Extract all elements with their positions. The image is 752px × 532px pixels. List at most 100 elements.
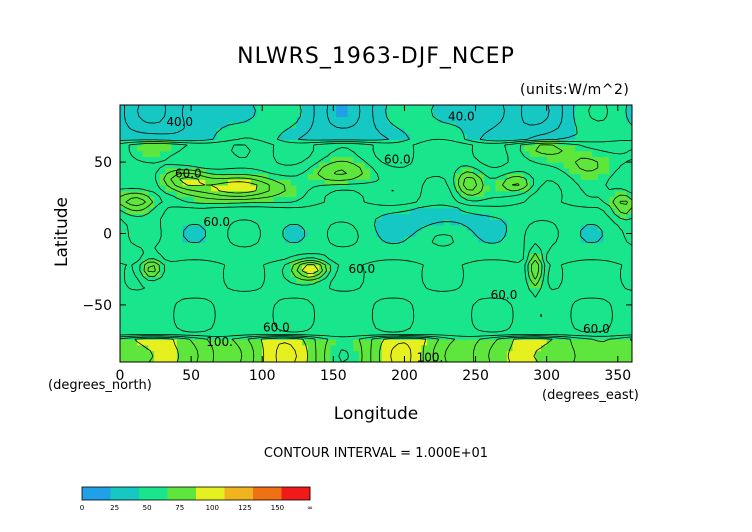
field-cell bbox=[205, 327, 212, 335]
field-cell bbox=[444, 122, 451, 129]
field-cell bbox=[626, 144, 632, 152]
field-cell bbox=[449, 173, 457, 180]
field-cell bbox=[324, 219, 332, 226]
field-cell bbox=[552, 139, 559, 146]
field-cell bbox=[461, 162, 468, 169]
field-cell bbox=[302, 299, 309, 306]
field-cell bbox=[171, 322, 178, 329]
field-cell bbox=[472, 282, 479, 289]
field-cell bbox=[563, 144, 571, 152]
field-cell bbox=[540, 339, 548, 346]
field-cell bbox=[540, 247, 548, 255]
field-cell bbox=[620, 184, 627, 192]
field-cell bbox=[495, 156, 502, 163]
field-cell bbox=[302, 122, 309, 129]
field-cell bbox=[449, 144, 457, 152]
field-cell bbox=[518, 356, 525, 362]
field-cell bbox=[330, 144, 337, 152]
field-cell bbox=[137, 310, 144, 317]
field-cell bbox=[154, 344, 161, 352]
field-cell bbox=[296, 287, 303, 295]
field-cell bbox=[461, 259, 468, 266]
field-cell bbox=[324, 133, 332, 140]
field-cell bbox=[336, 310, 343, 317]
field-cell bbox=[284, 202, 292, 209]
field-cell bbox=[438, 333, 445, 340]
field-cell bbox=[540, 116, 548, 123]
field-cell bbox=[319, 219, 326, 226]
field-cell bbox=[199, 299, 206, 306]
field-cell bbox=[552, 133, 559, 140]
field-cell bbox=[478, 213, 485, 220]
field-cell bbox=[495, 282, 502, 289]
field-cell bbox=[256, 202, 263, 209]
field-cell bbox=[404, 122, 411, 129]
field-cell bbox=[506, 144, 514, 152]
field-cell bbox=[558, 282, 565, 289]
field-cell bbox=[228, 276, 235, 283]
field-cell bbox=[347, 236, 354, 243]
field-cell bbox=[461, 293, 468, 300]
field-cell bbox=[336, 127, 343, 135]
field-cell bbox=[165, 219, 172, 226]
field-cell bbox=[239, 333, 246, 340]
field-cell bbox=[569, 242, 576, 249]
field-cell bbox=[142, 270, 150, 277]
field-cell bbox=[449, 322, 457, 329]
field-cell bbox=[165, 287, 172, 295]
field-cell bbox=[552, 242, 559, 249]
field-cell bbox=[506, 207, 514, 215]
field-cell bbox=[620, 173, 627, 180]
field-cell bbox=[506, 282, 514, 289]
field-cell bbox=[262, 287, 269, 295]
field-cell bbox=[552, 144, 559, 152]
field-cell bbox=[495, 287, 502, 295]
field-cell bbox=[188, 122, 195, 129]
field-cell bbox=[137, 196, 144, 203]
field-cell bbox=[444, 339, 451, 346]
field-cell bbox=[518, 339, 525, 346]
field-cell bbox=[228, 230, 235, 237]
field-cell bbox=[330, 327, 337, 335]
field-cell bbox=[245, 139, 252, 146]
field-cell bbox=[319, 299, 326, 306]
field-cell bbox=[415, 179, 423, 186]
field-cell bbox=[410, 207, 417, 215]
field-cell bbox=[165, 259, 172, 266]
field-cell bbox=[137, 327, 144, 335]
field-cell bbox=[512, 127, 519, 135]
field-cell bbox=[535, 179, 542, 186]
field-cell bbox=[307, 190, 315, 197]
field-cell bbox=[552, 116, 559, 123]
field-cell bbox=[444, 259, 451, 266]
field-cell bbox=[626, 219, 632, 226]
field-cell bbox=[580, 270, 588, 277]
field-cell bbox=[393, 184, 400, 192]
field-cell bbox=[626, 122, 632, 129]
field-cell bbox=[319, 264, 326, 272]
field-cell bbox=[449, 327, 457, 335]
field-cell bbox=[438, 230, 445, 237]
field-cell bbox=[495, 144, 502, 152]
field-cell bbox=[563, 196, 571, 203]
field-cell bbox=[165, 207, 172, 215]
field-cell bbox=[381, 242, 388, 249]
field-cell bbox=[228, 190, 235, 197]
field-cell bbox=[575, 356, 582, 362]
field-cell bbox=[427, 344, 434, 352]
field-cell bbox=[211, 105, 218, 112]
field-cell bbox=[120, 253, 127, 260]
field-cell bbox=[376, 207, 383, 215]
field-cell bbox=[347, 190, 354, 197]
field-cell bbox=[421, 253, 428, 260]
field-cell bbox=[256, 139, 263, 146]
field-cell bbox=[137, 282, 144, 289]
field-cell bbox=[182, 327, 189, 335]
field-cell bbox=[267, 327, 275, 335]
field-cell bbox=[193, 322, 201, 329]
field-cell bbox=[495, 350, 502, 357]
field-cell bbox=[148, 156, 155, 163]
field-cell bbox=[125, 356, 132, 362]
colorbar-swatch bbox=[196, 487, 225, 500]
field-cell bbox=[535, 110, 542, 118]
